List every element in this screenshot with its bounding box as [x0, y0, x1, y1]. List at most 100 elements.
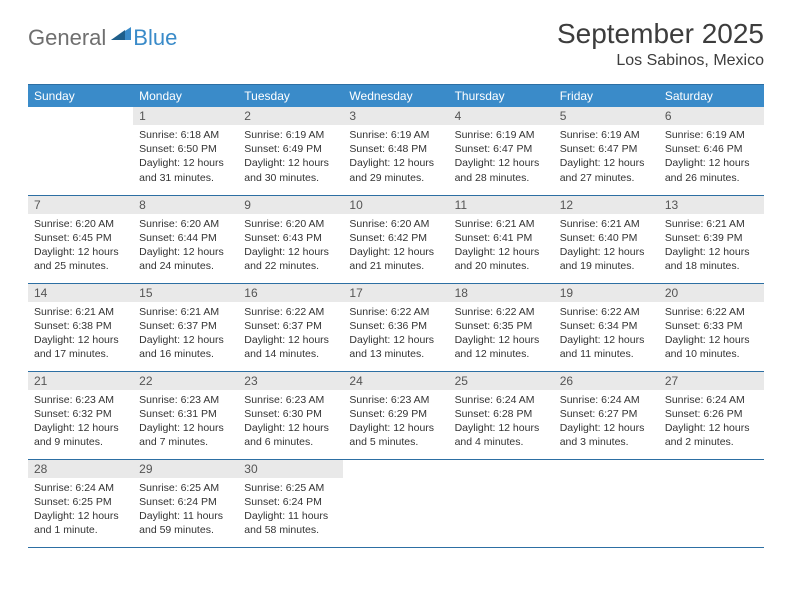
sunset-text: Sunset: 6:40 PM: [560, 231, 653, 245]
day-content: Sunrise: 6:19 AMSunset: 6:48 PMDaylight:…: [343, 125, 448, 189]
title-block: September 2025 Los Sabinos, Mexico: [557, 18, 764, 70]
weekday-header: Thursday: [449, 85, 554, 108]
calendar-day-cell: 11Sunrise: 6:21 AMSunset: 6:41 PMDayligh…: [449, 195, 554, 283]
sunset-text: Sunset: 6:26 PM: [665, 407, 758, 421]
calendar-day-cell: 13Sunrise: 6:21 AMSunset: 6:39 PMDayligh…: [659, 195, 764, 283]
day-content: Sunrise: 6:22 AMSunset: 6:33 PMDaylight:…: [659, 302, 764, 366]
calendar-day-cell: 22 Sunrise: 6:23 AMSunset: 6:31 PMDayligh…: [133, 371, 238, 459]
sunset-text: Sunset: 6:33 PM: [665, 319, 758, 333]
sunset-text: Sunset: 6:48 PM: [349, 142, 442, 156]
calendar-day-cell: 4Sunrise: 6:19 AMSunset: 6:47 PMDaylight…: [449, 107, 554, 195]
day-number: 26: [554, 372, 659, 390]
sunrise-text: Sunrise: 6:22 AM: [455, 305, 548, 319]
day-content: Sunrise: 6:19 AMSunset: 6:46 PMDaylight:…: [659, 125, 764, 189]
sunrise-text: Sunrise: 6:20 AM: [139, 217, 232, 231]
sunset-text: Sunset: 6:45 PM: [34, 231, 127, 245]
sunset-text: Sunset: 6:24 PM: [244, 495, 337, 509]
weekday-header: Sunday: [28, 85, 133, 108]
daylight-text: Daylight: 12 hours and 1 minute.: [34, 509, 127, 537]
sunset-text: Sunset: 6:31 PM: [139, 407, 232, 421]
day-number: 11: [449, 196, 554, 214]
sunset-text: Sunset: 6:28 PM: [455, 407, 548, 421]
calendar-day-cell: 5Sunrise: 6:19 AMSunset: 6:47 PMDaylight…: [554, 107, 659, 195]
day-number: 19: [554, 284, 659, 302]
day-number: 22: [133, 372, 238, 390]
day-number: 7: [28, 196, 133, 214]
daylight-text: Daylight: 12 hours and 30 minutes.: [244, 156, 337, 184]
daylight-text: Daylight: 12 hours and 17 minutes.: [34, 333, 127, 361]
day-content: Sunrise: 6:24 AMSunset: 6:26 PMDaylight:…: [659, 390, 764, 454]
day-content: Sunrise: 6:24 AMSunset: 6:27 PMDaylight:…: [554, 390, 659, 454]
sunrise-text: Sunrise: 6:25 AM: [244, 481, 337, 495]
sunrise-text: Sunrise: 6:23 AM: [34, 393, 127, 407]
sunrise-text: Sunrise: 6:20 AM: [34, 217, 127, 231]
day-content: Sunrise: 6:19 AMSunset: 6:49 PMDaylight:…: [238, 125, 343, 189]
day-content: Sunrise: 6:24 AMSunset: 6:28 PMDaylight:…: [449, 390, 554, 454]
daylight-text: Daylight: 12 hours and 2 minutes.: [665, 421, 758, 449]
sunrise-text: Sunrise: 6:21 AM: [560, 217, 653, 231]
day-number: 13: [659, 196, 764, 214]
calendar-day-cell: 18Sunrise: 6:22 AMSunset: 6:35 PMDayligh…: [449, 283, 554, 371]
day-number: 16: [238, 284, 343, 302]
daylight-text: Daylight: 12 hours and 26 minutes.: [665, 156, 758, 184]
calendar-week-row: 7Sunrise: 6:20 AMSunset: 6:45 PMDaylight…: [28, 195, 764, 283]
sunrise-text: Sunrise: 6:19 AM: [560, 128, 653, 142]
sunset-text: Sunset: 6:38 PM: [34, 319, 127, 333]
calendar-day-cell: 19Sunrise: 6:22 AMSunset: 6:34 PMDayligh…: [554, 283, 659, 371]
sunrise-text: Sunrise: 6:20 AM: [349, 217, 442, 231]
sunset-text: Sunset: 6:27 PM: [560, 407, 653, 421]
sunset-text: Sunset: 6:25 PM: [34, 495, 127, 509]
calendar-day-cell: 28Sunrise: 6:24 AMSunset: 6:25 PMDayligh…: [28, 459, 133, 547]
daylight-text: Daylight: 11 hours and 59 minutes.: [139, 509, 232, 537]
sunrise-text: Sunrise: 6:21 AM: [34, 305, 127, 319]
sunrise-text: Sunrise: 6:21 AM: [139, 305, 232, 319]
day-content: Sunrise: 6:20 AMSunset: 6:43 PMDaylight:…: [238, 214, 343, 278]
day-number: 3: [343, 107, 448, 125]
daylight-text: Daylight: 12 hours and 10 minutes.: [665, 333, 758, 361]
logo-text-blue: Blue: [133, 25, 177, 51]
weekday-header-row: Sunday Monday Tuesday Wednesday Thursday…: [28, 85, 764, 108]
calendar-week-row: 14Sunrise: 6:21 AMSunset: 6:38 PMDayligh…: [28, 283, 764, 371]
location-label: Los Sabinos, Mexico: [557, 52, 764, 70]
day-number: 18: [449, 284, 554, 302]
sunrise-text: Sunrise: 6:24 AM: [665, 393, 758, 407]
daylight-text: Daylight: 11 hours and 58 minutes.: [244, 509, 337, 537]
calendar-day-cell: 20Sunrise: 6:22 AMSunset: 6:33 PMDayligh…: [659, 283, 764, 371]
calendar-week-row: 21Sunrise: 6:23 AMSunset: 6:32 PMDayligh…: [28, 371, 764, 459]
day-content: Sunrise: 6:21 AMSunset: 6:40 PMDaylight:…: [554, 214, 659, 278]
calendar-day-cell: [659, 459, 764, 547]
day-number: 6: [659, 107, 764, 125]
sunrise-text: Sunrise: 6:22 AM: [560, 305, 653, 319]
daylight-text: Daylight: 12 hours and 13 minutes.: [349, 333, 442, 361]
sunrise-text: Sunrise: 6:19 AM: [455, 128, 548, 142]
day-number: 23: [238, 372, 343, 390]
daylight-text: Daylight: 12 hours and 4 minutes.: [455, 421, 548, 449]
daylight-text: Daylight: 12 hours and 31 minutes.: [139, 156, 232, 184]
day-content: Sunrise: 6:23 AMSunset: 6:32 PMDaylight:…: [28, 390, 133, 454]
sunset-text: Sunset: 6:36 PM: [349, 319, 442, 333]
day-number: 2: [238, 107, 343, 125]
day-number: 28: [28, 460, 133, 478]
daylight-text: Daylight: 12 hours and 9 minutes.: [34, 421, 127, 449]
day-number: 5: [554, 107, 659, 125]
calendar-day-cell: 29Sunrise: 6:25 AMSunset: 6:24 PMDayligh…: [133, 459, 238, 547]
calendar-day-cell: [343, 459, 448, 547]
daylight-text: Daylight: 12 hours and 28 minutes.: [455, 156, 548, 184]
sunset-text: Sunset: 6:46 PM: [665, 142, 758, 156]
sunset-text: Sunset: 6:44 PM: [139, 231, 232, 245]
daylight-text: Daylight: 12 hours and 6 minutes.: [244, 421, 337, 449]
daylight-text: Daylight: 12 hours and 7 minutes.: [139, 421, 232, 449]
sunset-text: Sunset: 6:43 PM: [244, 231, 337, 245]
sunset-text: Sunset: 6:35 PM: [455, 319, 548, 333]
weekday-header: Wednesday: [343, 85, 448, 108]
day-content: Sunrise: 6:22 AMSunset: 6:34 PMDaylight:…: [554, 302, 659, 366]
sunset-text: Sunset: 6:30 PM: [244, 407, 337, 421]
calendar-day-cell: 25Sunrise: 6:24 AMSunset: 6:28 PMDayligh…: [449, 371, 554, 459]
day-content: Sunrise: 6:25 AMSunset: 6:24 PMDaylight:…: [238, 478, 343, 542]
day-content: Sunrise: 6:20 AMSunset: 6:44 PMDaylight:…: [133, 214, 238, 278]
daylight-text: Daylight: 12 hours and 21 minutes.: [349, 245, 442, 273]
sunrise-text: Sunrise: 6:19 AM: [244, 128, 337, 142]
sunset-text: Sunset: 6:49 PM: [244, 142, 337, 156]
month-title: September 2025: [557, 18, 764, 50]
sunrise-text: Sunrise: 6:23 AM: [139, 393, 232, 407]
